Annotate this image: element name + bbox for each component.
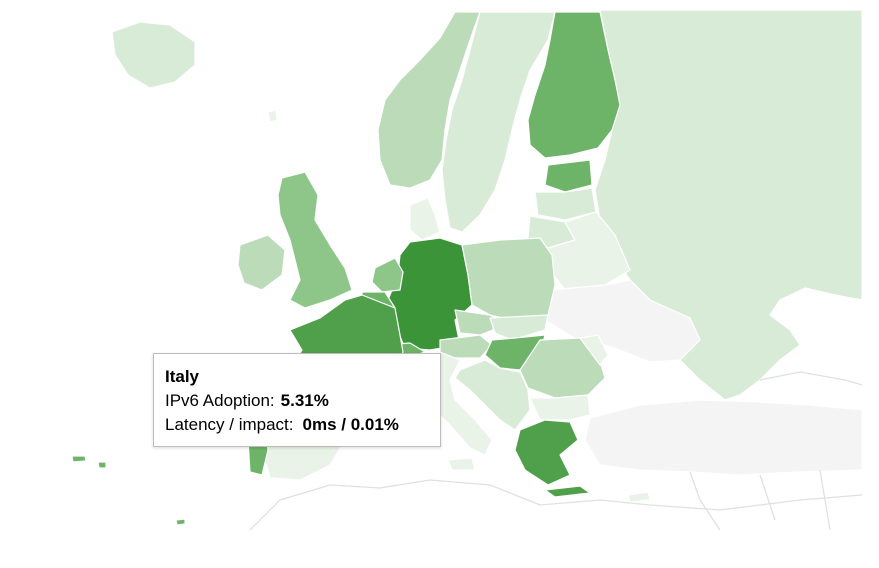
country-germany[interactable]: [387, 237, 473, 351]
country-norway[interactable]: [377, 11, 481, 189]
middle-east-outline: [689, 469, 831, 531]
country-russia[interactable]: [594, 9, 863, 401]
tooltip-ipv6-value: 5.31%: [280, 391, 329, 410]
country-azores[interactable]: [71, 455, 107, 469]
country-slovakia[interactable]: [489, 314, 549, 341]
country-turkey[interactable]: [584, 399, 863, 476]
country-denmark[interactable]: [409, 197, 441, 241]
country-finland[interactable]: [527, 11, 621, 159]
tooltip-ipv6-label: IPv6 Adoption:: [165, 391, 275, 410]
tooltip-ipv6-row: IPv6 Adoption: 5.31%: [165, 389, 430, 413]
country-italy-sicily[interactable]: [447, 457, 476, 471]
country-estonia[interactable]: [544, 159, 593, 193]
country-cyprus[interactable]: [627, 491, 651, 503]
country-united-kingdom[interactable]: [277, 171, 353, 309]
tooltip-latency-label: Latency / impact:: [165, 415, 294, 434]
country-greece[interactable]: [514, 419, 579, 486]
country-tooltip: Italy IPv6 Adoption: 5.31% Latency / impa…: [153, 353, 441, 447]
tooltip-latency-row: Latency / impact: 0ms / 0.01%: [165, 413, 430, 437]
country-moldova[interactable]: [579, 334, 609, 366]
tooltip-country-name: Italy: [165, 367, 200, 386]
caucasus-outline: [759, 371, 863, 386]
country-bulgaria[interactable]: [529, 394, 591, 421]
country-balkans[interactable]: [454, 359, 531, 431]
country-czechia[interactable]: [454, 309, 506, 336]
north-africa-outline: [249, 479, 863, 531]
country-ireland[interactable]: [237, 234, 286, 291]
country-iceland[interactable]: [111, 21, 196, 89]
country-netherlands[interactable]: [371, 257, 404, 293]
tooltip-latency-value: 0ms / 0.01%: [302, 415, 399, 434]
country-faroe-islands[interactable]: [267, 109, 278, 123]
country-poland[interactable]: [461, 237, 556, 323]
country-greece-crete[interactable]: [544, 485, 591, 498]
country-sweden[interactable]: [441, 11, 556, 233]
country-madeira[interactable]: [175, 518, 186, 526]
